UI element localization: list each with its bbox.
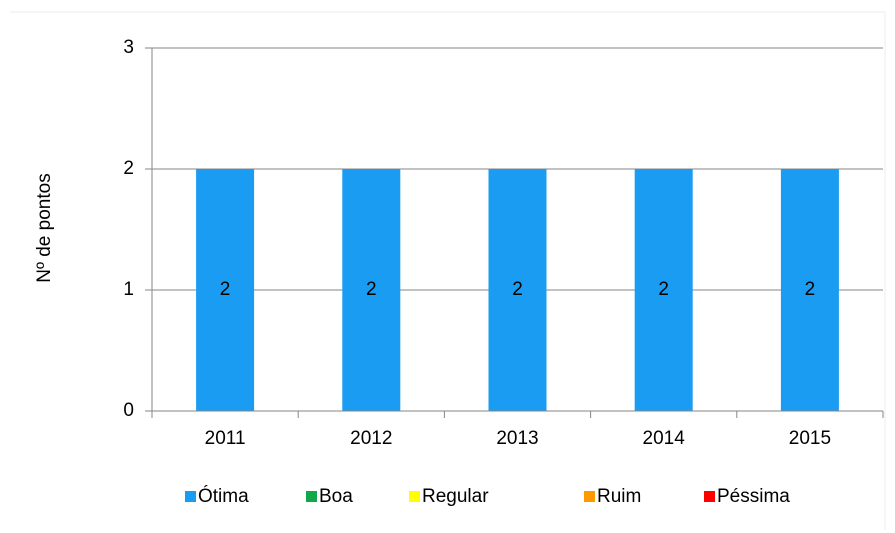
legend-swatch bbox=[704, 491, 715, 502]
legend-swatch bbox=[185, 491, 196, 502]
bar-segment bbox=[780, 169, 839, 411]
x-tick-label: 2011 bbox=[205, 428, 246, 449]
legend-swatch bbox=[584, 491, 595, 502]
legend-label: Péssima bbox=[717, 486, 790, 507]
x-tick-label: 2013 bbox=[496, 428, 538, 449]
data-label: 2 bbox=[512, 279, 523, 300]
x-tick-label: 2014 bbox=[643, 428, 686, 449]
legend-label: Regular bbox=[422, 486, 489, 507]
x-tick-label: 2012 bbox=[350, 428, 392, 449]
legend-label: Ótima bbox=[198, 485, 249, 507]
legend-label: Boa bbox=[319, 486, 353, 507]
y-tick-label: 1 bbox=[123, 279, 134, 300]
bar-segment bbox=[196, 169, 255, 411]
data-label: 2 bbox=[658, 279, 669, 300]
data-label: 2 bbox=[366, 279, 377, 300]
y-tick-label: 0 bbox=[123, 400, 134, 421]
data-label: 2 bbox=[220, 279, 231, 300]
legend-swatch bbox=[306, 491, 317, 502]
data-label: 2 bbox=[805, 279, 816, 300]
y-tick-label: 3 bbox=[123, 37, 134, 58]
legend-swatch bbox=[409, 491, 420, 502]
bar-segment bbox=[342, 169, 401, 411]
y-tick-label: 2 bbox=[123, 158, 134, 179]
legend-label: Ruim bbox=[597, 486, 641, 507]
x-tick-label: 2015 bbox=[789, 428, 831, 449]
bar-segment bbox=[488, 169, 547, 411]
y-axis-label: Nº de pontos bbox=[34, 173, 55, 282]
bar-segment bbox=[634, 169, 693, 411]
